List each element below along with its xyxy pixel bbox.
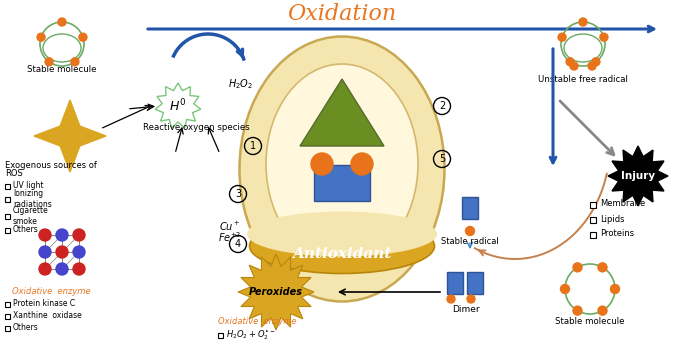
Text: 3: 3 [235, 189, 241, 199]
Text: 2: 2 [439, 101, 445, 111]
FancyBboxPatch shape [5, 301, 10, 307]
Circle shape [73, 246, 85, 258]
Circle shape [56, 263, 68, 275]
FancyBboxPatch shape [5, 214, 10, 219]
Circle shape [588, 62, 596, 70]
FancyBboxPatch shape [5, 313, 10, 319]
Circle shape [592, 58, 600, 66]
Circle shape [79, 33, 87, 41]
Circle shape [73, 229, 85, 241]
Circle shape [37, 33, 45, 41]
Text: Peroxides: Peroxides [249, 287, 303, 297]
Circle shape [56, 246, 68, 258]
Ellipse shape [240, 36, 445, 301]
Circle shape [573, 263, 582, 272]
Circle shape [598, 306, 607, 315]
Circle shape [579, 18, 587, 26]
Text: Stable molecule: Stable molecule [27, 66, 97, 75]
Text: Protein kinase C: Protein kinase C [13, 300, 75, 309]
Text: $H_2O_2$: $H_2O_2$ [228, 77, 253, 91]
Text: Dimer: Dimer [452, 305, 480, 314]
FancyBboxPatch shape [462, 197, 478, 219]
Circle shape [56, 229, 68, 241]
Text: $Cu^+$: $Cu^+$ [219, 219, 241, 233]
Text: ROS: ROS [5, 170, 23, 178]
Circle shape [467, 295, 475, 303]
Text: UV light: UV light [13, 182, 44, 190]
Text: Oxidative  enzyme: Oxidative enzyme [12, 288, 90, 297]
Text: $H^0$: $H^0$ [169, 98, 186, 114]
Polygon shape [238, 254, 314, 330]
FancyBboxPatch shape [590, 232, 596, 238]
Text: 5: 5 [439, 154, 445, 164]
FancyBboxPatch shape [467, 272, 483, 294]
Polygon shape [155, 83, 201, 128]
FancyBboxPatch shape [218, 332, 223, 338]
Text: Injury: Injury [621, 171, 655, 181]
FancyBboxPatch shape [590, 217, 596, 223]
Circle shape [558, 33, 566, 41]
Polygon shape [300, 79, 384, 146]
Text: Antioxidant: Antioxidant [292, 247, 392, 261]
Text: $Fe^{+2}$: $Fe^{+2}$ [219, 230, 242, 244]
Circle shape [73, 263, 85, 275]
Text: Stable molecule: Stable molecule [556, 317, 625, 327]
Text: Exogenous sources of: Exogenous sources of [5, 162, 97, 170]
Text: Reactive oxygen species: Reactive oxygen species [142, 123, 249, 132]
Circle shape [573, 306, 582, 315]
Circle shape [610, 285, 619, 293]
Circle shape [570, 62, 578, 70]
Circle shape [45, 58, 53, 66]
Text: Ionizing
radiations: Ionizing radiations [13, 189, 52, 209]
Ellipse shape [247, 211, 437, 257]
Text: Others: Others [13, 324, 39, 332]
Circle shape [58, 18, 66, 26]
Text: $H_2O_2 + O_2^{\bullet-}$: $H_2O_2 + O_2^{\bullet-}$ [226, 328, 275, 342]
Circle shape [39, 263, 51, 275]
Circle shape [598, 263, 607, 272]
Circle shape [351, 153, 373, 175]
Circle shape [39, 229, 51, 241]
Text: Unstable free radical: Unstable free radical [538, 75, 628, 84]
FancyBboxPatch shape [447, 272, 463, 294]
Text: Xanthine  oxidase: Xanthine oxidase [13, 312, 82, 320]
Text: Lipids: Lipids [600, 214, 625, 223]
Circle shape [71, 58, 79, 66]
Text: Others: Others [13, 226, 39, 234]
Polygon shape [608, 146, 668, 206]
Circle shape [600, 33, 608, 41]
Text: 1: 1 [250, 141, 256, 151]
Circle shape [39, 246, 51, 258]
Text: Oxidative  enzyme: Oxidative enzyme [218, 317, 297, 327]
FancyBboxPatch shape [5, 183, 10, 189]
Ellipse shape [266, 64, 418, 264]
Circle shape [466, 226, 475, 236]
Text: Membrane: Membrane [600, 199, 645, 209]
Ellipse shape [249, 218, 434, 273]
Text: Oxidation: Oxidation [288, 3, 397, 25]
FancyBboxPatch shape [5, 197, 10, 202]
Text: Proteins: Proteins [600, 229, 634, 238]
FancyBboxPatch shape [590, 202, 596, 208]
Text: Stable radical: Stable radical [441, 237, 499, 246]
Circle shape [566, 58, 574, 66]
FancyBboxPatch shape [5, 325, 10, 331]
FancyBboxPatch shape [5, 228, 10, 233]
Circle shape [311, 153, 333, 175]
Text: Cigarette
smoke: Cigarette smoke [13, 206, 49, 226]
Circle shape [560, 285, 569, 293]
Polygon shape [34, 100, 106, 172]
Circle shape [447, 295, 455, 303]
FancyBboxPatch shape [314, 165, 370, 201]
Text: 4: 4 [235, 239, 241, 249]
